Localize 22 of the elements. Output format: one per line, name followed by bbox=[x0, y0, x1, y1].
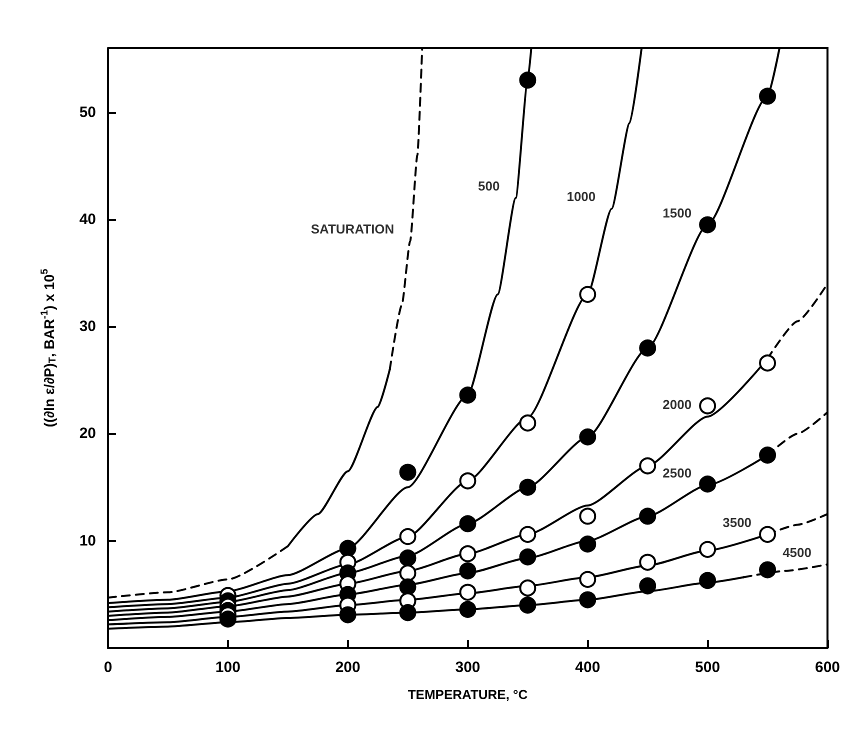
x-tick-label: 600 bbox=[814, 659, 840, 676]
y-tick-label: 40 bbox=[79, 210, 96, 228]
x-tick-label: 200 bbox=[335, 659, 360, 676]
y-tick-label: 20 bbox=[79, 425, 96, 442]
y-tick-label: 10 bbox=[79, 532, 96, 550]
annotation: 500 bbox=[478, 178, 500, 194]
x-axis-title: TEMPERATURE, °C bbox=[408, 687, 528, 702]
annotation: 1500 bbox=[662, 205, 692, 220]
x-tick-label: 300 bbox=[455, 659, 480, 676]
x-tick-label: 500 bbox=[695, 659, 720, 676]
annotation: 4500 bbox=[782, 544, 812, 560]
annotation: 1000 bbox=[566, 189, 596, 204]
y-axis-title: ((∂ln ε/∂P)T, BAR-1) x 105 bbox=[40, 268, 58, 428]
annotation: 2000 bbox=[662, 397, 692, 412]
x-tick-label: 400 bbox=[575, 659, 600, 676]
x-tick-label: 0 bbox=[104, 659, 112, 676]
annotation: SATURATION bbox=[310, 221, 394, 236]
annotation: 3500 bbox=[722, 514, 752, 530]
x-tick-label: 100 bbox=[215, 659, 240, 676]
y-tick-label: 30 bbox=[79, 318, 96, 336]
annotation: 2500 bbox=[662, 466, 692, 481]
y-tick-label: 50 bbox=[79, 104, 96, 121]
